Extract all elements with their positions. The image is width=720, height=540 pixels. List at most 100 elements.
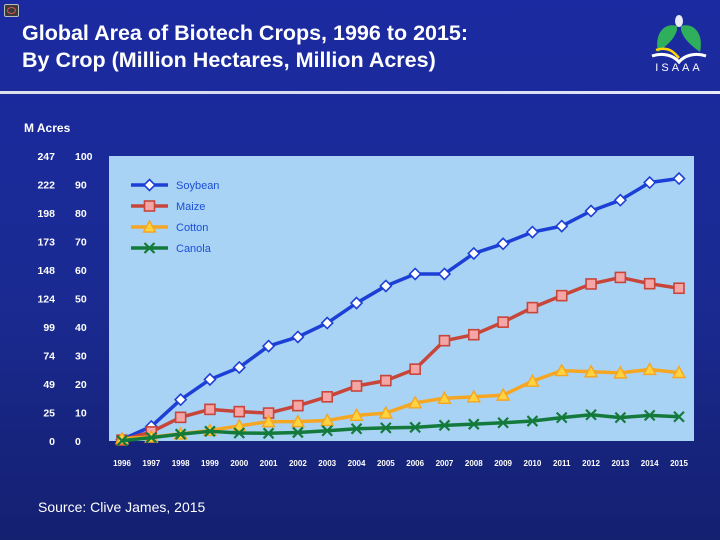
x-tick: 2003 — [318, 459, 336, 468]
x-tick: 1996 — [113, 459, 131, 468]
soybean-point — [261, 339, 276, 353]
legend-marker-cotton — [142, 219, 157, 233]
cotton-point — [642, 362, 657, 376]
y-tick-hectares: 60 — [75, 265, 87, 277]
soybean-point — [584, 204, 598, 218]
series-layer — [114, 171, 687, 447]
cotton-point — [613, 365, 628, 379]
cotton-point — [407, 395, 423, 409]
legend-item-cotton: Cotton — [131, 219, 208, 234]
x-tick: 2009 — [494, 459, 512, 468]
soybean-point — [349, 296, 364, 310]
x-tick: 2010 — [524, 459, 542, 468]
soybean-point — [203, 372, 217, 387]
y-tick-acres: 222 — [37, 180, 55, 192]
x-tick: 2014 — [641, 459, 659, 468]
maize-point — [555, 289, 568, 302]
soybean-line — [121, 176, 680, 442]
canola-point — [526, 415, 539, 427]
legend-item-maize: Maize — [131, 200, 205, 213]
canola-point — [409, 421, 421, 434]
maize-point — [321, 391, 334, 403]
y-axis-hectares: 0 10 20 30 40 50 60 70 80 90 100 — [75, 151, 93, 448]
legend-marker-canola — [143, 242, 156, 254]
x-tick: 2015 — [670, 459, 688, 468]
canola-series — [116, 409, 685, 447]
y-axis-acres: 0 25 49 74 99 124 148 173 198 222 247 — [37, 151, 55, 448]
x-tick: 1997 — [142, 459, 160, 468]
y-tick-hectares: 80 — [75, 208, 87, 220]
x-tick: 2005 — [377, 459, 395, 468]
soybean-point — [672, 171, 686, 186]
cotton-point — [290, 414, 306, 428]
plot-background — [109, 156, 694, 441]
canola-point — [174, 428, 187, 440]
x-tick: 2011 — [553, 459, 571, 468]
x-axis: 1996 1997 1998 1999 2000 2001 2002 2003 2004 2005… — [113, 459, 688, 468]
legend-marker-soybean — [142, 178, 157, 192]
canola-point — [321, 424, 333, 437]
y-tick-hectares: 10 — [75, 408, 87, 420]
maize-point — [204, 403, 216, 416]
canola-point — [468, 418, 480, 430]
cotton-point — [583, 364, 599, 378]
y-tick-hectares: 50 — [75, 294, 87, 306]
y-tick-hectares: 100 — [75, 151, 93, 163]
canola-point — [350, 422, 363, 435]
cotton-point — [554, 363, 569, 377]
x-tick: 1998 — [172, 459, 190, 468]
canola-point — [145, 431, 158, 444]
maize-point — [409, 363, 421, 375]
acres-axis-label: M Acres — [24, 121, 71, 135]
y-tick-acres: 173 — [37, 237, 55, 249]
cotton-point — [261, 414, 276, 428]
legend-marker-maize — [143, 200, 156, 212]
y-tick-acres: 198 — [37, 208, 55, 220]
legend-label-cotton: Cotton — [176, 222, 208, 234]
x-tick: 2007 — [436, 459, 454, 468]
y-tick-acres: 49 — [43, 379, 55, 391]
soybean-point — [379, 279, 393, 293]
x-tick: 2000 — [230, 459, 248, 468]
soybean-point — [555, 219, 569, 233]
canola-point — [233, 427, 246, 439]
y-tick-acres: 247 — [37, 151, 55, 163]
maize-point — [614, 271, 627, 284]
title-line-1: Global Area of Biotech Crops, 1996 to 20… — [22, 21, 469, 45]
x-tick: 2006 — [406, 459, 424, 468]
maize-series — [116, 271, 685, 446]
legend-item-canola: Canola — [131, 242, 212, 255]
y-tick-acres: 74 — [43, 351, 55, 363]
soybean-point — [320, 316, 334, 330]
canola-point — [555, 411, 568, 424]
canola-point — [116, 434, 128, 447]
canola-line — [121, 413, 680, 443]
x-tick: 2013 — [611, 459, 629, 468]
soybean-point — [496, 237, 510, 251]
legend-label-soybean: Soybean — [176, 180, 219, 192]
maize-point — [467, 328, 480, 341]
legend-label-canola: Canola — [176, 243, 212, 255]
maize-point — [526, 301, 539, 314]
maize-point — [643, 277, 656, 290]
cotton-point — [495, 387, 511, 401]
cotton-point — [525, 373, 540, 387]
y-tick-acres: 148 — [37, 265, 55, 277]
x-tick: 2002 — [289, 459, 307, 468]
title-line-2: By Crop (Million Hectares, Million Acres… — [22, 48, 436, 72]
soybean-point — [291, 330, 305, 344]
legend-item-soybean: Soybean — [131, 178, 219, 192]
cotton-point — [671, 365, 687, 379]
cotton-point — [437, 390, 452, 404]
soybean-point — [613, 193, 627, 207]
soybean-point — [467, 246, 481, 261]
cotton-point — [349, 407, 364, 422]
maize-point — [292, 399, 304, 412]
source-note: Source: Clive James, 2015 — [38, 499, 206, 515]
canola-point — [585, 409, 597, 421]
soybean-point — [525, 225, 540, 239]
y-tick-acres: 0 — [49, 436, 55, 448]
canola-point — [643, 409, 656, 422]
soybean-point — [643, 175, 657, 190]
y-tick-hectares: 20 — [75, 379, 87, 391]
